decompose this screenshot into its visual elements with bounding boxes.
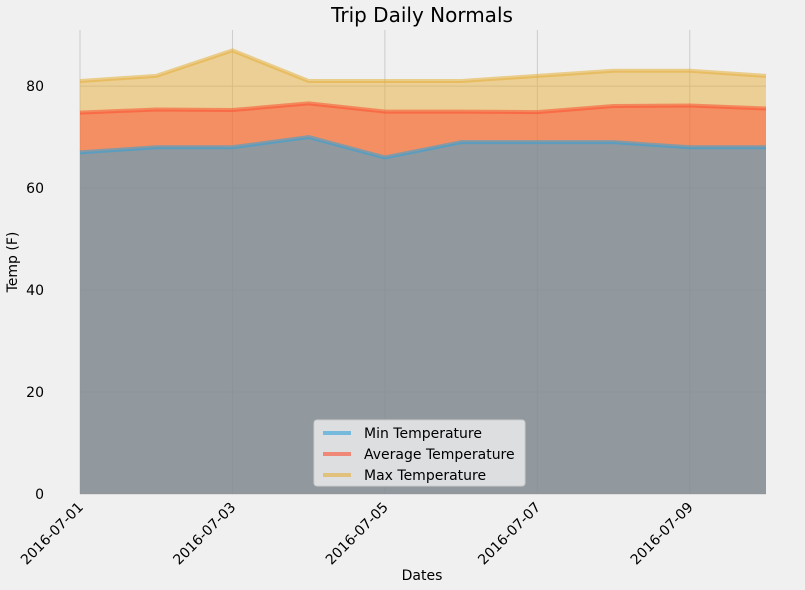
y-tick-label: 20 [26,385,44,401]
y-tick-label: 0 [35,487,44,503]
x-tick-label: 2016-07-01 [18,500,87,569]
legend-entry-max-temperature: Max Temperature [364,468,486,484]
line-average-temperature [79,101,767,115]
legend-box [313,419,526,487]
legend-entry-average-temperature: Average Temperature [364,447,515,463]
line-min-temperature [79,135,766,160]
x-tick-label: 2016-07-09 [628,500,697,569]
y-tick-label: 60 [26,181,44,197]
x-axis-label: Dates [402,568,443,584]
legend: Min Temperature Average Temperature Max Te… [313,419,526,487]
chart-title: Trip Daily Normals [330,3,513,27]
line-max-temperature [79,48,767,83]
y-tick-label: 40 [26,283,44,299]
area-min-temperature [80,137,766,495]
legend-entry-min-temperature: Min Temperature [364,426,482,442]
x-tick-label: 2016-07-05 [323,500,392,569]
y-tick-label: 80 [26,79,44,95]
x-tick-label: 2016-07-07 [475,500,544,569]
y-axis-label: Temp (F) [5,232,21,294]
x-tick-label: 2016-07-03 [170,500,239,569]
